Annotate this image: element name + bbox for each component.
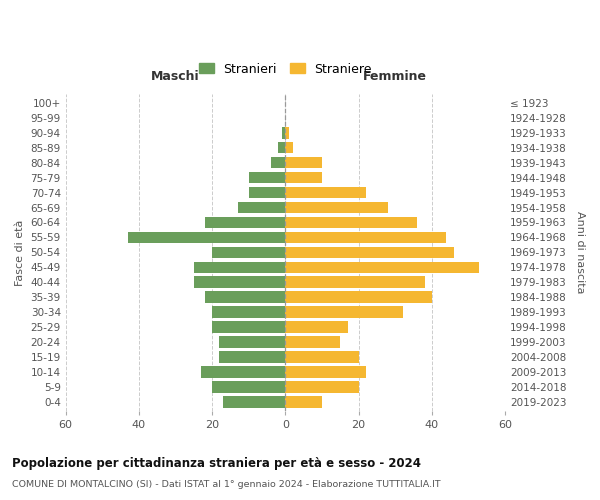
Bar: [286, 381, 359, 393]
Y-axis label: Fasce di età: Fasce di età: [15, 219, 25, 286]
Bar: [286, 216, 417, 228]
Bar: [194, 262, 286, 273]
Bar: [286, 127, 289, 138]
Bar: [286, 292, 432, 303]
Bar: [286, 202, 388, 213]
Bar: [205, 216, 286, 228]
Bar: [249, 172, 286, 183]
Bar: [286, 306, 403, 318]
Bar: [194, 276, 286, 288]
Bar: [286, 142, 293, 154]
Bar: [128, 232, 286, 243]
Bar: [286, 246, 454, 258]
Bar: [286, 322, 347, 333]
Bar: [281, 127, 286, 138]
Bar: [286, 276, 425, 288]
Bar: [286, 352, 359, 363]
Text: COMUNE DI MONTALCINO (SI) - Dati ISTAT al 1° gennaio 2024 - Elaborazione TUTTITA: COMUNE DI MONTALCINO (SI) - Dati ISTAT a…: [12, 480, 440, 489]
Bar: [223, 396, 286, 408]
Bar: [286, 262, 479, 273]
Bar: [271, 157, 286, 168]
Legend: Stranieri, Straniere: Stranieri, Straniere: [195, 59, 376, 80]
Bar: [286, 366, 366, 378]
Bar: [286, 336, 340, 348]
Bar: [212, 246, 286, 258]
Bar: [278, 142, 286, 154]
Bar: [212, 306, 286, 318]
Text: Popolazione per cittadinanza straniera per età e sesso - 2024: Popolazione per cittadinanza straniera p…: [12, 458, 421, 470]
Text: Femmine: Femmine: [363, 70, 427, 84]
Bar: [249, 186, 286, 198]
Bar: [286, 232, 446, 243]
Y-axis label: Anni di nascita: Anni di nascita: [575, 211, 585, 294]
Bar: [205, 292, 286, 303]
Bar: [286, 172, 322, 183]
Bar: [212, 322, 286, 333]
Bar: [286, 157, 322, 168]
Text: Maschi: Maschi: [151, 70, 200, 84]
Bar: [286, 396, 322, 408]
Bar: [201, 366, 286, 378]
Bar: [238, 202, 286, 213]
Bar: [286, 186, 366, 198]
Bar: [212, 381, 286, 393]
Bar: [220, 336, 286, 348]
Bar: [220, 352, 286, 363]
